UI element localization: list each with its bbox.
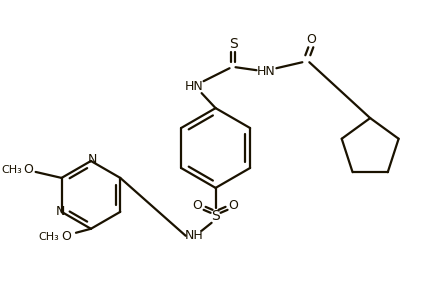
Text: O: O: [61, 230, 71, 243]
Text: NH: NH: [184, 229, 203, 242]
Text: O: O: [24, 163, 34, 176]
Text: O: O: [229, 199, 239, 212]
Text: CH₃: CH₃: [1, 165, 22, 175]
Text: HN: HN: [184, 80, 203, 93]
Text: O: O: [307, 33, 316, 46]
Text: S: S: [229, 37, 238, 51]
Text: HN: HN: [257, 65, 276, 78]
Text: N: N: [88, 153, 97, 166]
Text: O: O: [193, 199, 203, 212]
Text: CH₃: CH₃: [39, 232, 59, 242]
Text: N: N: [56, 205, 65, 218]
Text: S: S: [211, 209, 220, 223]
